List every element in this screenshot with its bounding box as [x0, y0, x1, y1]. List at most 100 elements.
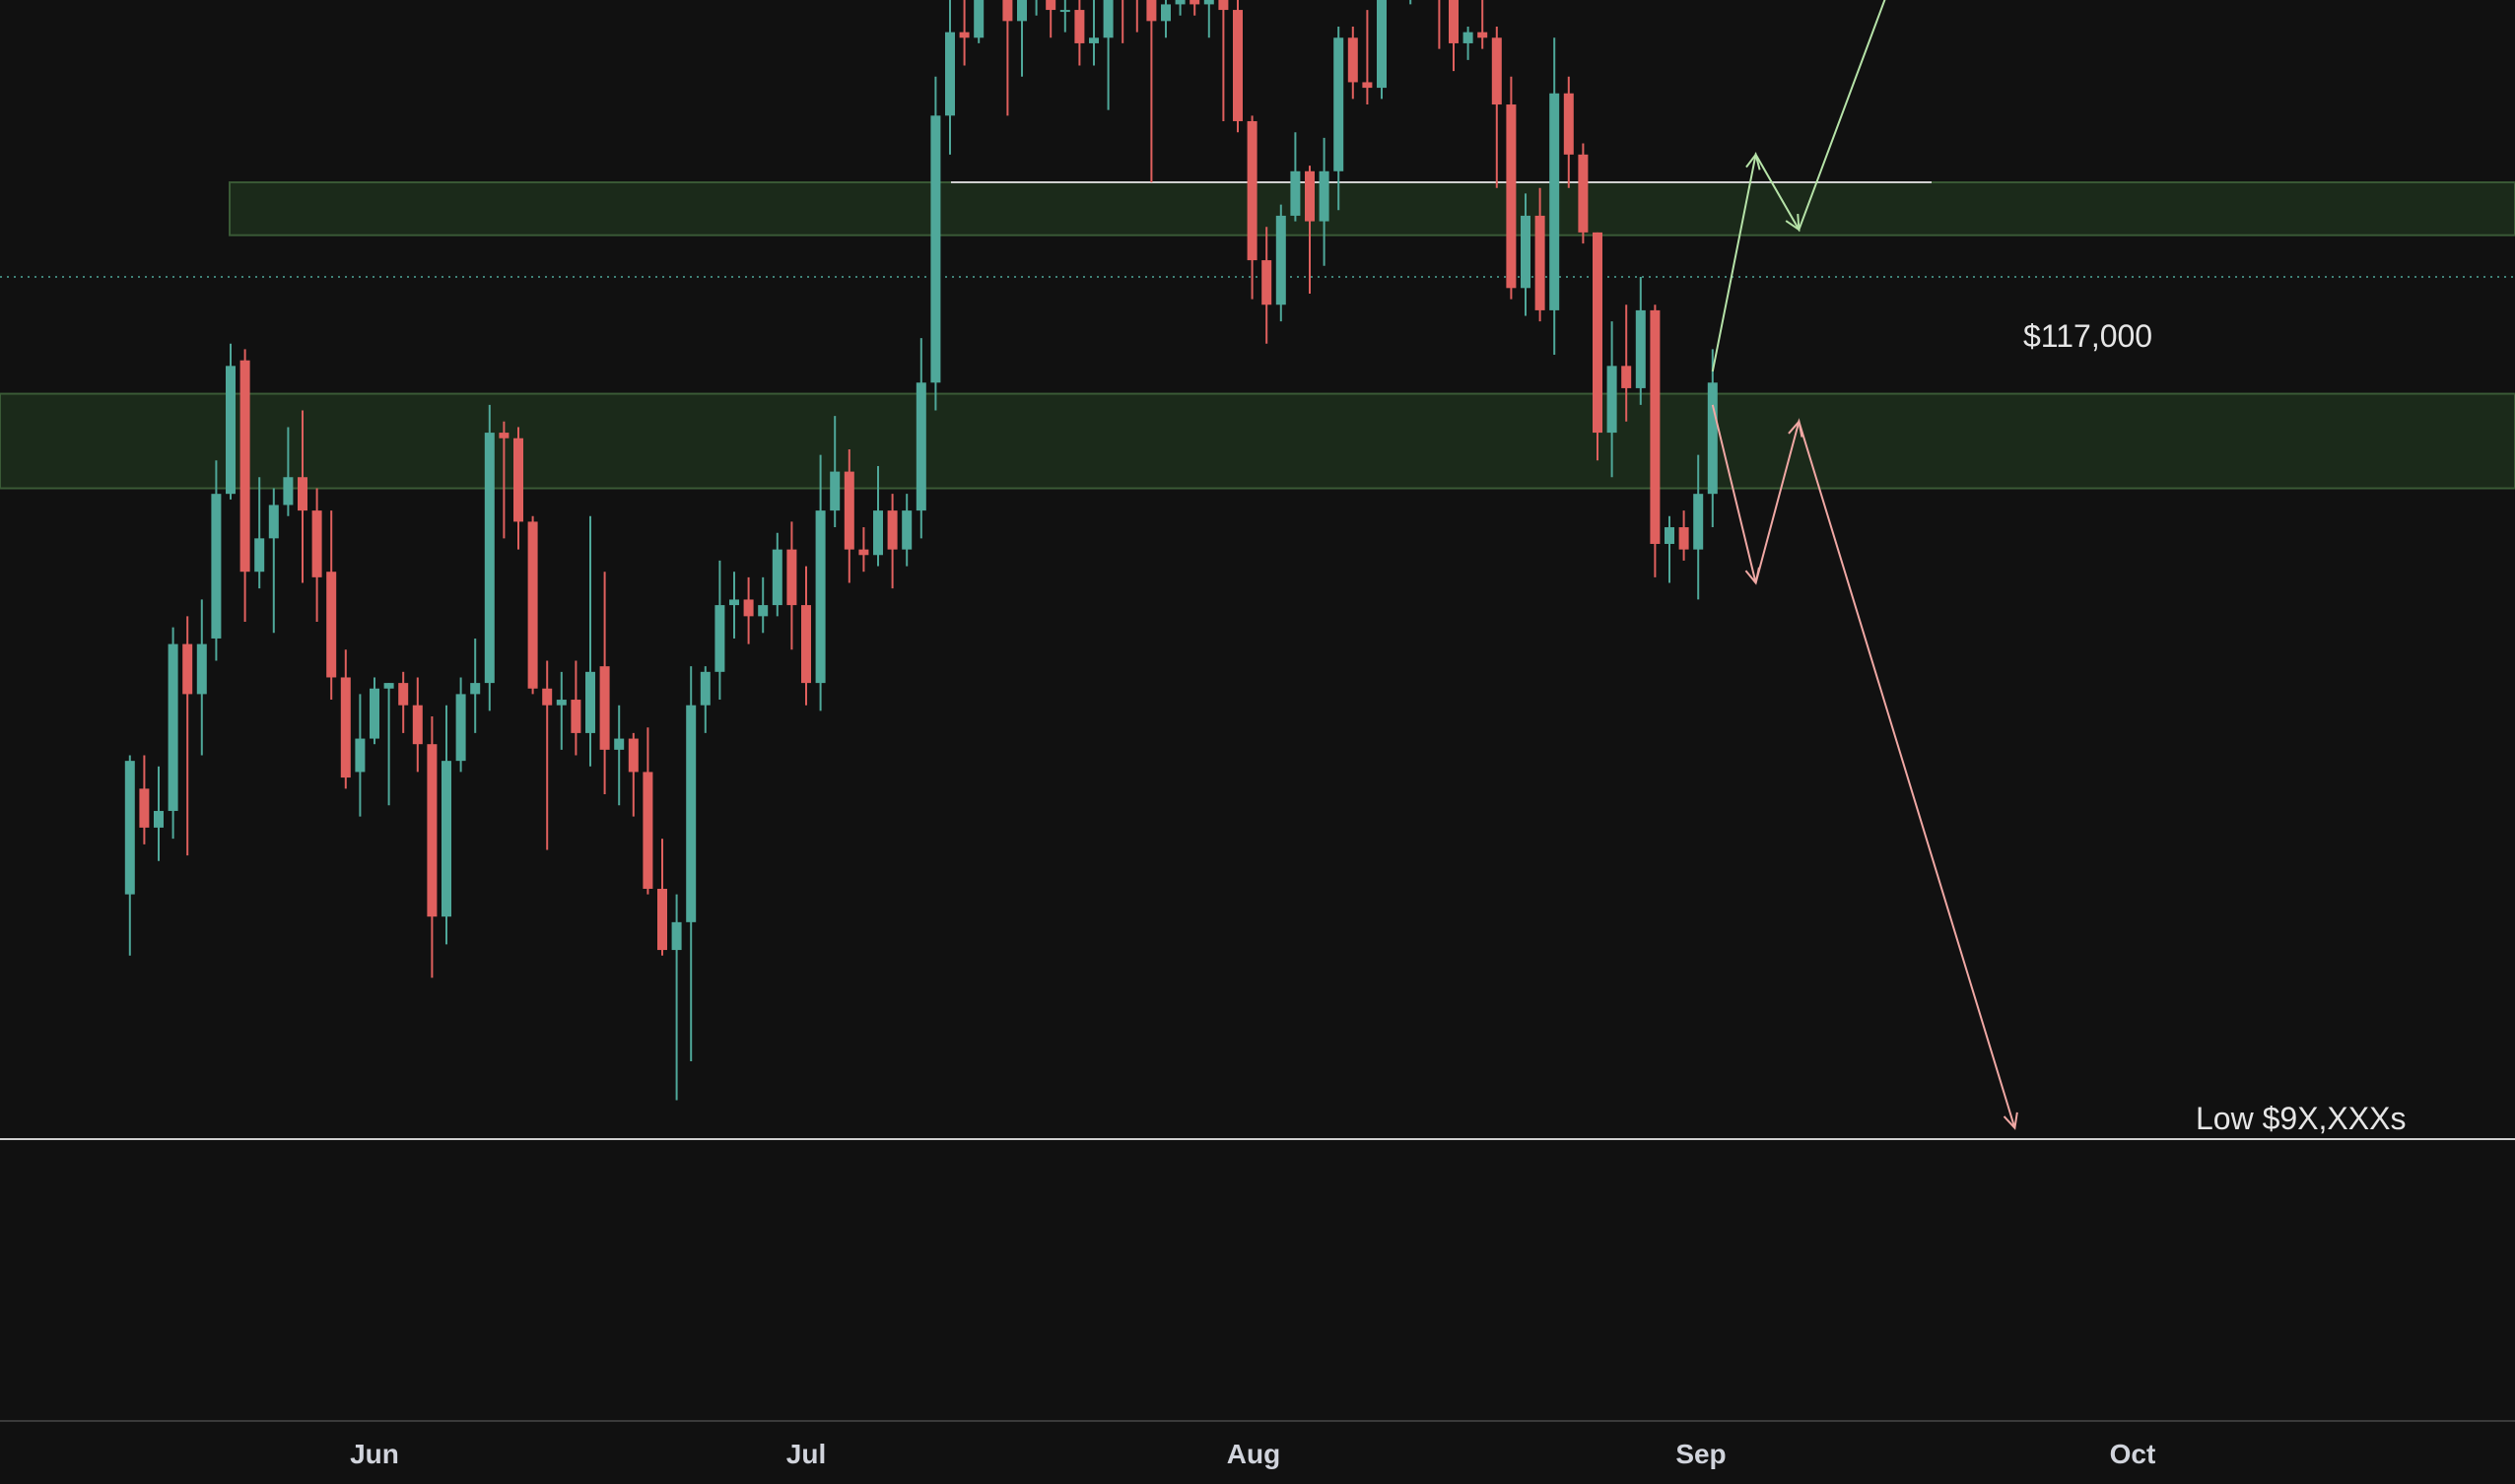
candle [916, 338, 926, 539]
candle-body [930, 115, 941, 383]
x-tick-label: Oct [2110, 1439, 2156, 1469]
candle-body [154, 810, 164, 828]
candle [326, 510, 337, 701]
candle-body [916, 382, 926, 511]
candle-body [1707, 382, 1718, 495]
candle [1046, 0, 1056, 38]
bearish-path-arrowhead [2003, 1112, 2018, 1130]
candle-body [1593, 232, 1602, 434]
candle-body [1247, 120, 1258, 261]
candle [1333, 27, 1344, 211]
candle [1122, 0, 1124, 43]
candle [1449, 0, 1459, 72]
candle [1059, 0, 1070, 33]
candle-body [340, 677, 351, 778]
candle-body [1333, 37, 1344, 171]
candle-body [124, 761, 135, 895]
candle [1218, 0, 1229, 121]
bullish-path-arrowhead [1785, 214, 1801, 233]
candle-body [1477, 32, 1488, 38]
candle [370, 677, 379, 745]
candle [124, 755, 135, 956]
candle [268, 488, 279, 634]
time-axis: Jun Jul Aug Sep Oct [350, 1439, 2155, 1469]
candle-body [442, 761, 451, 917]
candle [1074, 0, 1085, 66]
candle-body [211, 494, 222, 639]
candle-body [1146, 0, 1157, 22]
candle-body [614, 738, 625, 750]
candle-body [383, 683, 394, 689]
candle [383, 683, 394, 806]
candle [556, 671, 567, 750]
candle [1650, 304, 1661, 577]
candle [1593, 232, 1602, 461]
lower-demand-zone [0, 392, 2515, 490]
candle-body [513, 438, 523, 522]
candle-body [873, 510, 883, 556]
candle [470, 638, 481, 733]
candle-body [427, 744, 438, 917]
candle [412, 677, 423, 773]
candle [1707, 349, 1718, 528]
candle [298, 410, 307, 583]
x-tick-label: Aug [1227, 1439, 1280, 1469]
candle [1578, 143, 1589, 244]
candle-body [830, 471, 841, 511]
candle [657, 839, 667, 956]
candle-body [1290, 170, 1301, 216]
candle-body [628, 738, 639, 773]
candle [1319, 137, 1329, 266]
candle [830, 416, 841, 528]
candle-body [182, 643, 193, 695]
bullish-path [1711, 0, 1886, 372]
candle-body [370, 688, 379, 739]
candle-body [714, 605, 725, 672]
candle [700, 666, 711, 733]
candle [930, 76, 941, 411]
candle-body [1521, 215, 1530, 289]
candle-body [1305, 170, 1315, 222]
candle-body [1103, 0, 1114, 38]
candle [139, 755, 150, 844]
candle [815, 454, 826, 711]
candle [1175, 0, 1186, 16]
candle [614, 705, 625, 806]
candle [1305, 166, 1315, 294]
candle [743, 576, 754, 644]
candle [1247, 115, 1258, 300]
candle [873, 465, 883, 567]
candle-body [1549, 93, 1560, 310]
candle [1678, 510, 1689, 561]
candle-body [657, 888, 667, 951]
candle [959, 0, 970, 66]
candle-body [1491, 37, 1502, 105]
candle-body [772, 549, 782, 606]
candle [196, 599, 207, 756]
candle-body [729, 599, 739, 606]
candle-body [254, 538, 265, 573]
scenario-paths-layer [1711, 0, 2018, 1130]
x-tick-label: Jul [786, 1439, 826, 1469]
candle [254, 477, 265, 589]
candle-body [743, 599, 754, 617]
candle [844, 449, 854, 583]
candle [1002, 0, 1013, 116]
candle [1103, 0, 1114, 110]
candle [1534, 187, 1545, 322]
candle [1190, 0, 1200, 16]
candle-body [1175, 0, 1186, 5]
bearish-path-arrowhead [1788, 419, 1803, 438]
candle [628, 732, 639, 817]
candle-body [1665, 527, 1674, 544]
candle [643, 727, 653, 895]
candle-body [326, 572, 337, 678]
candle [1506, 76, 1517, 300]
candle [311, 488, 322, 623]
candle-body [1017, 0, 1027, 22]
candle-body [168, 643, 178, 811]
candle-body [196, 643, 207, 695]
candle [1161, 0, 1171, 38]
candle-body [239, 360, 250, 573]
candle [1549, 37, 1560, 356]
